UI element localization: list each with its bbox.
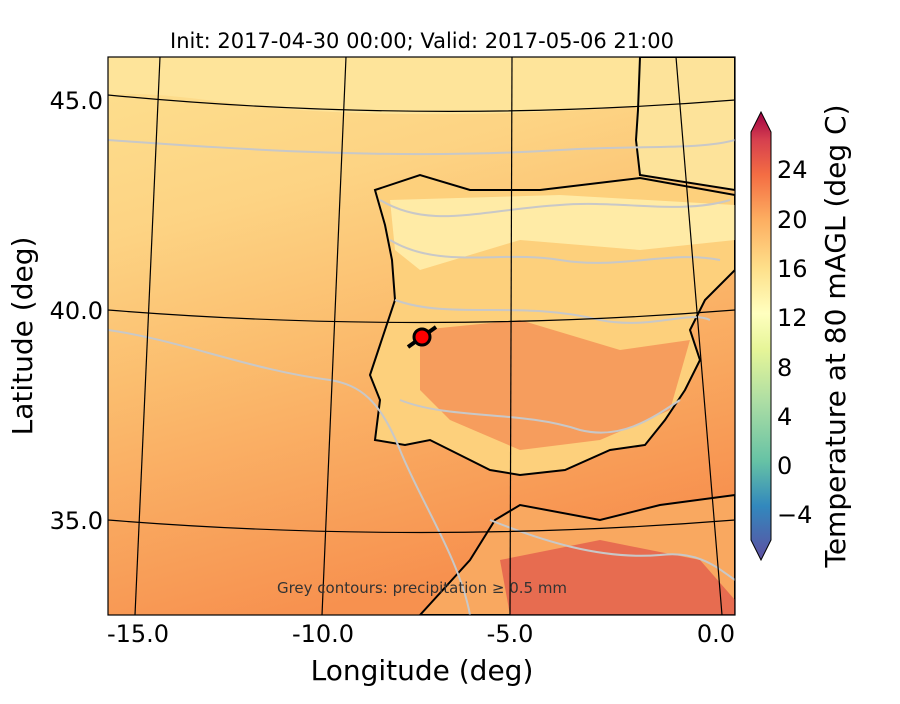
graticule	[108, 57, 735, 615]
warm-zone-south	[420, 320, 690, 450]
france-coast	[634, 57, 735, 192]
y-tick: 45.0	[50, 87, 103, 115]
precip-annotation: Grey contours: precipitation ≥ 0.5 mm	[277, 579, 567, 597]
africa-warm-zone	[500, 540, 735, 615]
x-tick: -10.0	[292, 620, 354, 648]
colorbar-tick: 4	[777, 403, 792, 431]
y-tick: 35.0	[50, 507, 103, 535]
y-tick: 40.0	[50, 297, 103, 325]
colorbar-tick: 0	[777, 452, 792, 480]
plot-title: Init: 2017-04-30 00:00; Valid: 2017-05-0…	[170, 29, 674, 53]
colorbar-tick: 12	[777, 304, 808, 332]
colorbar-tick: 24	[777, 156, 808, 184]
x-tick: 0.0	[697, 620, 735, 648]
x-tick: -5.0	[487, 620, 534, 648]
northern-cool-sea	[108, 57, 735, 115]
y-ticks: 45.0 40.0 35.0	[50, 87, 103, 535]
colorbar: 24 20 16 12 8 4 0 −4 Temperature at 80 m…	[750, 104, 852, 569]
colorbar-tick: 20	[777, 206, 808, 234]
location-marker	[406, 325, 438, 349]
colorbar-tick: 16	[777, 255, 808, 283]
x-tick: -15.0	[107, 620, 169, 648]
x-ticks: -15.0 -10.0 -5.0 0.0	[107, 620, 735, 648]
x-axis-label: Longitude (deg)	[311, 654, 534, 687]
colorbar-tick: 8	[777, 354, 792, 382]
y-axis-label: Latitude (deg)	[6, 237, 39, 436]
colorbar-tick: −4	[777, 501, 812, 529]
map-area: Grey contours: precipitation ≥ 0.5 mm	[108, 57, 735, 615]
colorbar-label: Temperature at 80 mAGL (deg C)	[819, 104, 852, 568]
plot-frame	[107, 56, 736, 616]
colorbar-ticks: 24 20 16 12 8 4 0 −4	[777, 156, 812, 529]
